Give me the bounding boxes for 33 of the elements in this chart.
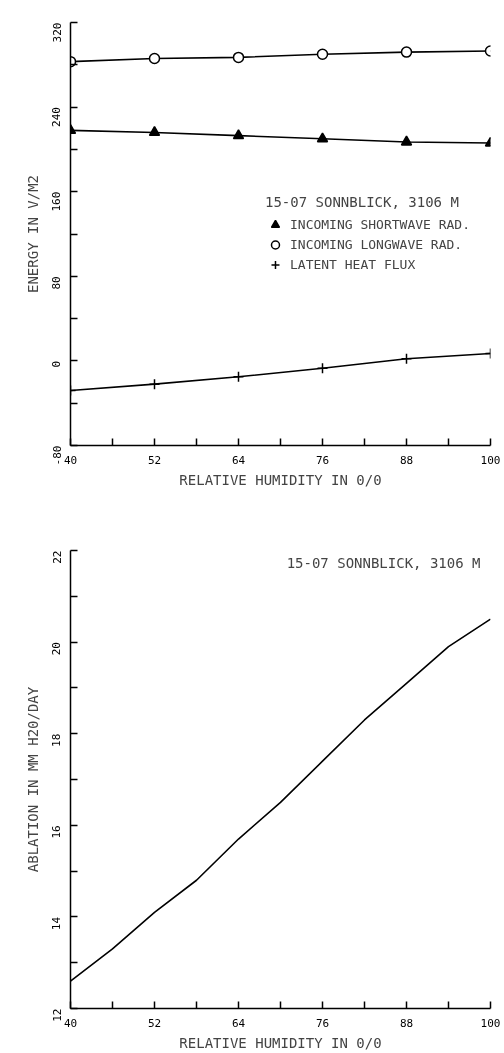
annotation: 15-07 SONNBLICK, 3106 M — [286, 554, 481, 571]
x-axis-title: RELATIVE HUMIDITY IN 0/0 — [179, 471, 382, 488]
x-tick-label: 52 — [147, 453, 162, 467]
legend-title: 15-07 SONNBLICK, 3106 M — [264, 193, 460, 209]
x-tick-label: 40 — [63, 1016, 78, 1030]
x-tick-label: 100 — [480, 1016, 501, 1030]
x-tick-label: 64 — [231, 1016, 246, 1030]
y-axis-title: ENERGY IN V/M2 — [24, 174, 41, 293]
x-tick-label: 88 — [399, 453, 414, 467]
y-tick-label: 12 — [50, 1008, 64, 1022]
y-axis-title: ABLATION IN MM H20/DAY — [24, 686, 41, 873]
y-tick-label: 16 — [50, 825, 64, 839]
y-tick-label: 20 — [50, 642, 64, 656]
x-tick-label: 76 — [315, 1016, 330, 1030]
x-tick-label: 76 — [315, 453, 330, 467]
x-tick-label: 100 — [480, 453, 501, 467]
y-tick-label: 18 — [50, 733, 64, 747]
y-tick-label: 160 — [50, 191, 64, 212]
x-tick-label: 40 — [63, 453, 78, 467]
x-tick-label: 88 — [399, 1016, 414, 1030]
y-tick-label: 320 — [50, 22, 64, 43]
x-axis-title: RELATIVE HUMIDITY IN 0/0 — [179, 1034, 382, 1051]
legend-label: INCOMING SHORTWAVE RAD. — [289, 216, 470, 232]
legend-label: INCOMING LONGWAVE RAD. — [289, 236, 463, 252]
y-tick-label: -80 — [50, 445, 64, 466]
x-tick-label: 52 — [147, 1016, 162, 1030]
x-tick-label: 64 — [231, 453, 246, 467]
y-tick-label: 240 — [50, 107, 64, 127]
y-tick-label: 14 — [50, 916, 64, 931]
y-tick-label: 80 — [50, 276, 64, 290]
y-tick-label: 0 — [50, 360, 64, 368]
legend-label: LATENT HEAT FLUX — [289, 256, 416, 272]
y-tick-label: 22 — [50, 550, 64, 564]
